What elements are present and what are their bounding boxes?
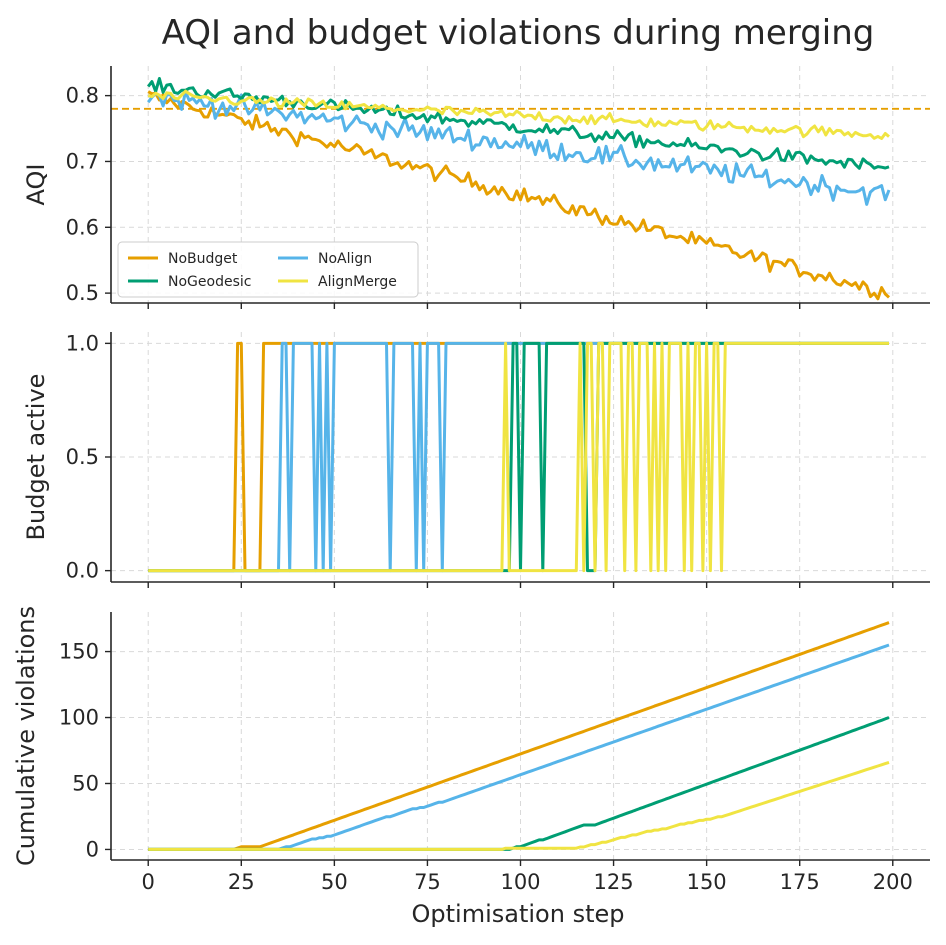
series-line-alignmerge <box>147 89 890 140</box>
x-axis-label: Optimisation step <box>412 900 625 928</box>
x-tick-label: 200 <box>873 870 913 894</box>
x-tick-label: 150 <box>687 870 727 894</box>
y-tick-label: 0.7 <box>66 149 99 173</box>
legend-label-noalign: NoAlign <box>318 251 372 267</box>
series-line-nogeodesic <box>147 77 890 170</box>
y-tick-label: 0.6 <box>66 215 99 239</box>
panels: 0.5 0.6 0.7 0.8 AQI NoBudget NoAlign NoGeodesic… <box>12 66 930 894</box>
series-line-noalign <box>147 90 891 206</box>
y-tick-label: 0.0 <box>66 559 99 583</box>
y-axis-label: Budget active <box>22 374 50 541</box>
x-tick-label: 75 <box>414 870 441 894</box>
series-line-nobudget <box>148 621 890 851</box>
panel-cumulative: 0 50 100 150 0 25 50 75 100 125 150 175 200 Cumulativ… <box>12 606 930 894</box>
series-line-noalign <box>148 643 890 851</box>
y-tick-label: 0.8 <box>66 84 99 108</box>
y-tick-label: 1.0 <box>66 331 99 355</box>
y-tick-label: 50 <box>72 771 99 795</box>
x-tick-label: 0 <box>142 870 155 894</box>
series-group <box>148 341 889 573</box>
y-axis-label: AQI <box>22 164 50 206</box>
y-tick-label: 100 <box>59 706 99 730</box>
x-tick-label: 100 <box>500 870 540 894</box>
x-tick-label: 25 <box>228 870 255 894</box>
y-axis-label: Cumulative violations <box>12 606 40 866</box>
chart-title: AQI and budget violations during merging <box>162 13 875 53</box>
series-group <box>148 621 890 851</box>
series-line-alignmerge <box>148 341 889 573</box>
legend: NoBudget NoAlign NoGeodesic AlignMerge <box>117 241 419 298</box>
panel-aqi: 0.5 0.6 0.7 0.8 AQI NoBudget NoAlign NoGeodesic… <box>22 66 930 309</box>
x-tick-label: 50 <box>321 870 348 894</box>
series-line-nobudget <box>147 90 891 301</box>
series-group <box>147 77 891 301</box>
panel-budget: 0.0 0.5 1.0 Budget active <box>22 331 930 588</box>
x-tick-label: 175 <box>780 870 820 894</box>
legend-box <box>117 241 419 298</box>
y-tick-label: 0.5 <box>66 445 99 469</box>
series-line-alignmerge <box>148 760 890 851</box>
legend-label-nogeodesic: NoGeodesic <box>168 274 251 290</box>
legend-label-alignmerge: AlignMerge <box>318 274 397 290</box>
y-tick-label: 0.5 <box>66 281 99 305</box>
y-tick-label: 150 <box>59 640 99 664</box>
y-tick-label: 0 <box>86 837 99 861</box>
x-tick-label: 125 <box>594 870 634 894</box>
legend-label-nobudget: NoBudget <box>168 251 238 267</box>
